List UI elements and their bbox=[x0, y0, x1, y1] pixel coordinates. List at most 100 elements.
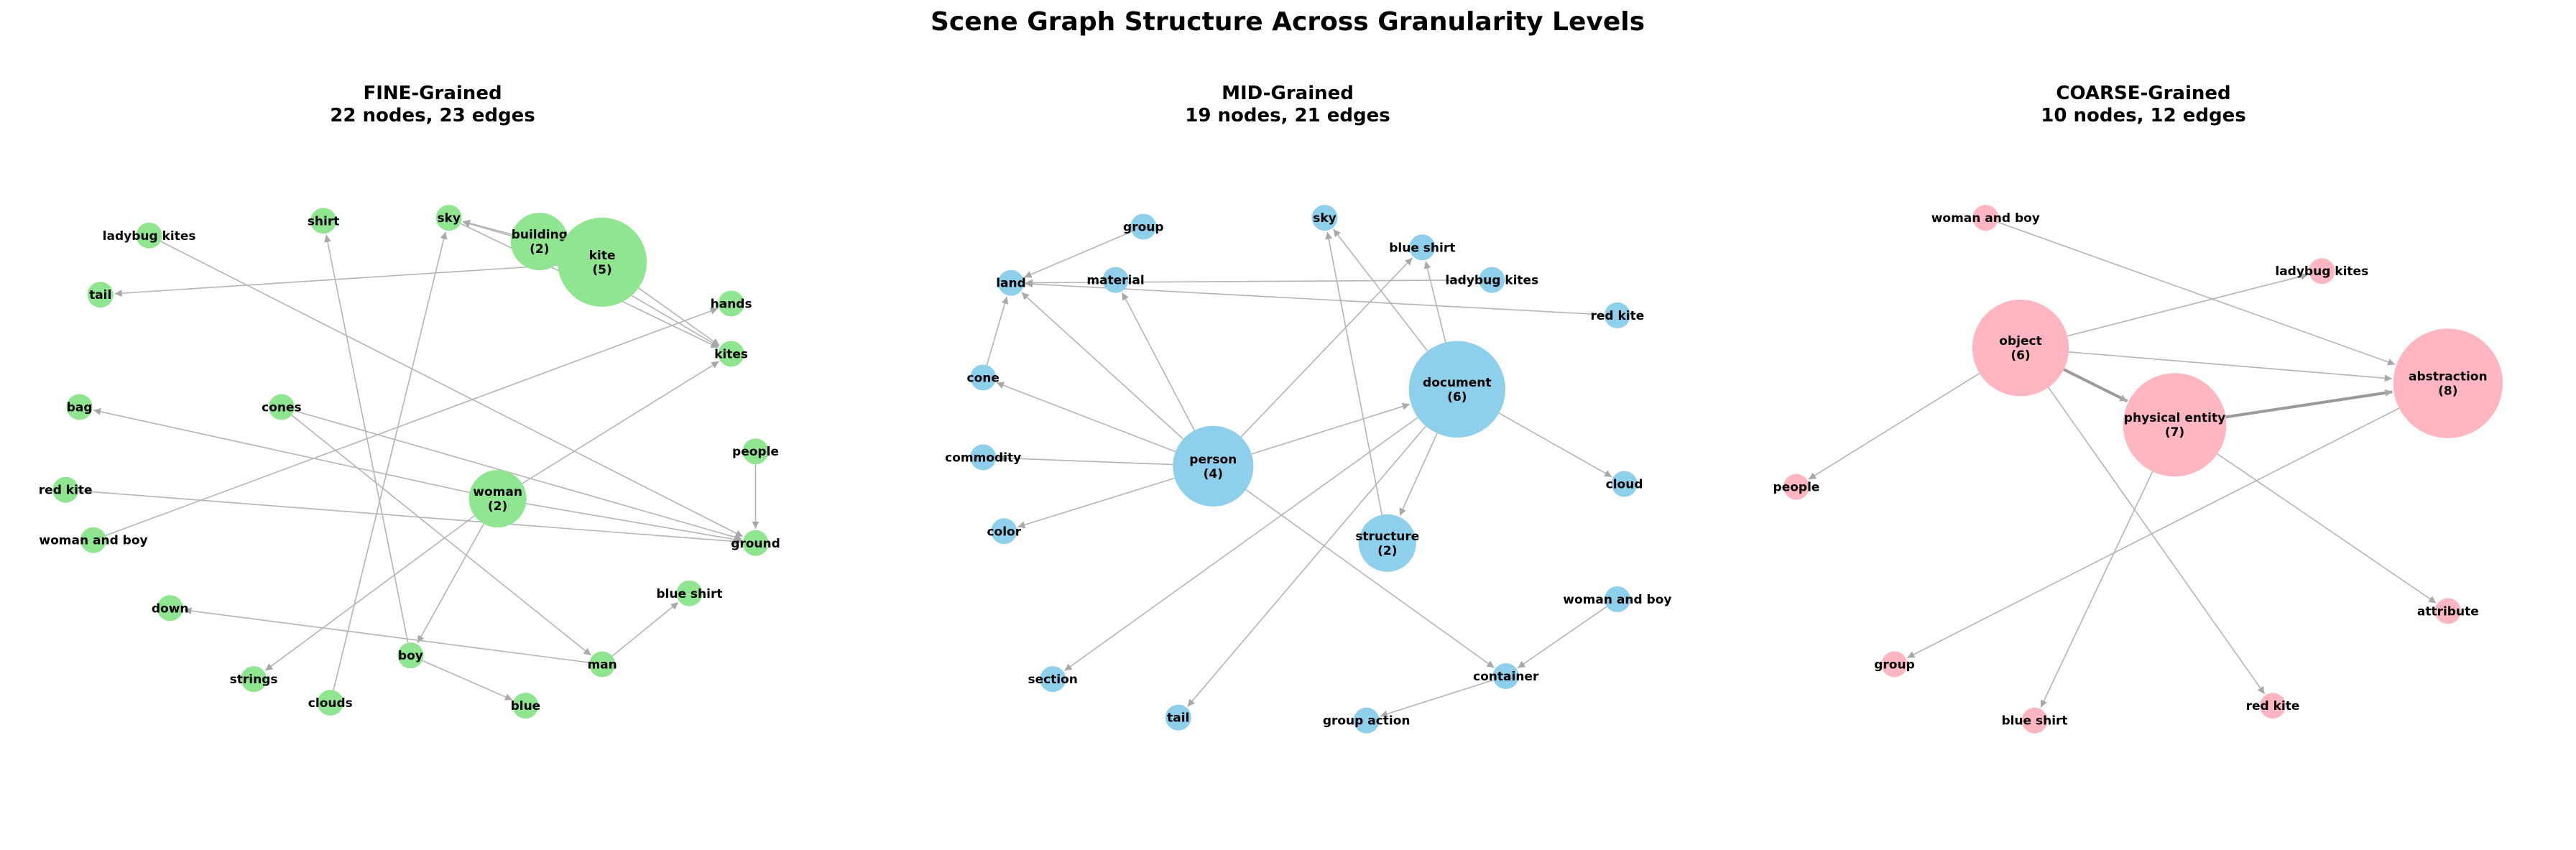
mid-node-circle bbox=[970, 364, 997, 391]
mid-node-circle bbox=[1165, 704, 1191, 731]
coarse-node-circle bbox=[2434, 598, 2461, 624]
coarse-edge-physical-entity-to-blue-shirt bbox=[2040, 471, 2153, 708]
mid-edges bbox=[986, 228, 1612, 718]
fine-node-label: woman and boy bbox=[39, 534, 147, 548]
mid-node-label: land bbox=[996, 277, 1026, 291]
fine-node-circle bbox=[241, 666, 267, 693]
mid-node-label: cloud bbox=[1606, 478, 1643, 492]
coarse-node-circle bbox=[1972, 300, 2069, 397]
fine-node-circle bbox=[510, 213, 568, 271]
coarse-edge-object-to-physical-entity bbox=[2063, 368, 2128, 402]
fine-node-strings: strings bbox=[230, 666, 278, 693]
coarse-node-attribute: attribute bbox=[2417, 598, 2479, 624]
fine-node-woman-and-boy: woman and boy bbox=[39, 527, 148, 553]
panel-coarse-title: COARSE-Grained bbox=[2056, 83, 2230, 104]
fine-edge-boy-to-blue bbox=[422, 660, 513, 701]
coarse-edge-object-to-abstraction bbox=[2068, 351, 2392, 382]
figure-title: Scene Graph Structure Across Granularity… bbox=[931, 7, 1645, 37]
mid-node-label: container bbox=[1473, 670, 1539, 684]
mid-node-sky: sky bbox=[1311, 205, 1338, 231]
mid-node-group-action: group action bbox=[1323, 707, 1411, 734]
coarse-node-label: attribute bbox=[2417, 604, 2479, 619]
coarse-edge-woman-and-boy-to-abstraction bbox=[1997, 221, 2396, 366]
coarse-node-circle bbox=[2309, 258, 2335, 285]
mid-node-circle bbox=[1102, 267, 1129, 293]
fine-node-name: kite bbox=[589, 249, 616, 263]
mid-node-section: section bbox=[1028, 666, 1078, 693]
coarse-node-label: physical entity (7) bbox=[2124, 411, 2225, 440]
fine-node-label: hands bbox=[711, 297, 752, 312]
coarse-node-group: group bbox=[1874, 651, 1915, 678]
fine-edge-man-to-blue-shirt bbox=[611, 601, 679, 657]
mid-node-circle bbox=[1409, 234, 1436, 261]
mid-node-circle bbox=[1040, 666, 1066, 693]
fine-node-label: building (2) bbox=[512, 228, 568, 257]
mid-node-circle bbox=[998, 269, 1024, 296]
coarse-node-label: red kite bbox=[2246, 699, 2300, 713]
coarse-node-label: object (6) bbox=[1999, 334, 2041, 363]
mid-node-land: land bbox=[996, 269, 1026, 296]
mid-node-label: color bbox=[987, 525, 1021, 539]
panel-fine-grained: FINE-Grained 22 nodes, 23 edges ladybug … bbox=[39, 83, 780, 719]
mid-node-document: document (6) bbox=[1408, 341, 1505, 438]
fine-node-label: man bbox=[587, 658, 617, 673]
coarse-node-name: object bbox=[1999, 334, 2041, 348]
mid-node-name: structure bbox=[1355, 530, 1419, 544]
mid-node-circle bbox=[1611, 471, 1638, 497]
mid-node-label: cone bbox=[967, 371, 1000, 385]
mid-edge-document-to-blue-shirt bbox=[1423, 261, 1446, 343]
mid-node-circle bbox=[1130, 213, 1157, 240]
coarse-edge-object-to-people bbox=[1808, 372, 1980, 480]
fine-node-circle bbox=[66, 394, 93, 420]
fine-node-label: sky bbox=[437, 211, 461, 226]
mid-node-group: group bbox=[1123, 213, 1164, 240]
mid-node-circle bbox=[1173, 425, 1254, 507]
fine-node-people: people bbox=[732, 438, 779, 465]
fine-node-label: blue bbox=[511, 699, 541, 713]
fine-node-name: building bbox=[512, 228, 568, 242]
coarse-node-circle bbox=[1783, 473, 1809, 500]
coarse-node-red-kite: red kite bbox=[2246, 693, 2300, 719]
panel-fine-title: FINE-Grained bbox=[363, 83, 502, 104]
fine-edge-cones-to-ground bbox=[293, 410, 742, 541]
fine-node-circle bbox=[317, 690, 343, 716]
mid-node-circle bbox=[991, 518, 1017, 545]
mid-node-label: structure (2) bbox=[1355, 530, 1419, 558]
fine-node-label: bag bbox=[67, 401, 93, 415]
mid-node-circle bbox=[970, 444, 997, 471]
mid-node-label: group action bbox=[1323, 714, 1411, 729]
coarse-node-blue-shirt: blue shirt bbox=[2001, 707, 2068, 734]
mid-edge-cone-to-land bbox=[986, 296, 1009, 366]
fine-node-circle bbox=[310, 208, 337, 234]
coarse-node-label: blue shirt bbox=[2001, 714, 2067, 729]
fine-node-circle bbox=[558, 217, 647, 307]
mid-node-label: ladybug kites bbox=[1445, 274, 1538, 288]
fine-node-bag: bag bbox=[66, 394, 93, 420]
fine-node-circle bbox=[589, 651, 616, 678]
fine-node-label: shirt bbox=[308, 214, 340, 228]
coarse-node-abstraction: abstraction (8) bbox=[2393, 328, 2503, 438]
mid-edge-ladybug-kites-to-land bbox=[1025, 279, 1479, 287]
fine-node-circle bbox=[157, 595, 183, 622]
mid-edge-group-to-land bbox=[1024, 231, 1132, 278]
mid-node-circle bbox=[1408, 341, 1505, 438]
coarse-node-count: (6) bbox=[2011, 348, 2030, 363]
coarse-node-object: object (6) bbox=[1972, 300, 2069, 397]
fine-node-shirt: shirt bbox=[308, 208, 340, 234]
fine-node-ground: ground bbox=[731, 530, 780, 556]
coarse-node-label: woman and boy bbox=[1931, 211, 2040, 226]
coarse-node-label: group bbox=[1874, 658, 1915, 673]
fine-edge-woman-to-strings bbox=[264, 515, 475, 671]
fine-edge-boy-to-shirt bbox=[324, 234, 409, 643]
mid-node-blue-shirt: blue shirt bbox=[1389, 234, 1455, 261]
mid-node-label: commodity bbox=[945, 451, 1021, 466]
mid-node-label: blue shirt bbox=[1389, 241, 1455, 255]
fine-edge-woman-and-boy-to-hands bbox=[105, 308, 719, 537]
mid-node-circle bbox=[1604, 586, 1630, 612]
fine-node-circle bbox=[397, 642, 424, 669]
fine-edge-woman-to-boy bbox=[417, 523, 484, 644]
fine-node-circle bbox=[268, 394, 295, 420]
panel-coarse-grained: COARSE-Grained 10 nodes, 12 edges woman … bbox=[1773, 83, 2503, 734]
fine-node-sky: sky bbox=[435, 205, 462, 231]
